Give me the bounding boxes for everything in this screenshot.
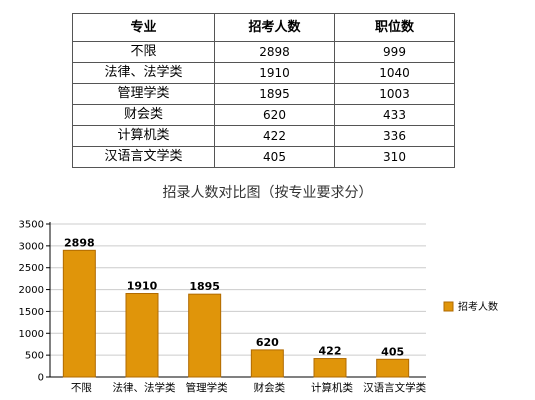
bar (188, 293, 222, 378)
y-tick-label: 3000 (19, 241, 44, 252)
table-row: 不限 2898 999 (72, 41, 455, 63)
y-tick-label: 500 (25, 351, 44, 362)
cell-applicants: 2898 (214, 41, 335, 63)
bar (125, 293, 159, 378)
cell-major: 汉语言文学类 (72, 146, 215, 168)
bar (376, 358, 410, 378)
header-major: 专业 (72, 13, 215, 42)
y-tick-label: 1000 (19, 329, 44, 340)
stats-table: 专业 招考人数 职位数 不限 2898 999 法律、法学类 1910 1040… (72, 13, 455, 168)
bar (62, 249, 96, 378)
x-tick-label: 不限 (71, 382, 92, 394)
legend-label: 招考人数 (458, 300, 498, 313)
chart-title: 招录人数对比图（按专业要求分） (162, 185, 373, 201)
cell-major: 财会类 (72, 104, 215, 126)
y-tick-label: 2000 (19, 285, 44, 296)
x-tick-label: 法律、法学类 (113, 381, 176, 394)
table-header-row: 专业 招考人数 职位数 (72, 13, 455, 42)
legend-swatch (443, 301, 454, 312)
data-label: 1895 (189, 280, 220, 293)
cell-major: 不限 (72, 41, 215, 63)
data-label: 1910 (127, 280, 158, 293)
y-tick-label: 1500 (19, 307, 44, 318)
data-label: 620 (256, 336, 279, 349)
data-label: 422 (319, 345, 342, 358)
cell-positions: 310 (334, 146, 455, 168)
x-tick-label: 计算机类 (311, 381, 353, 394)
y-tick-label: 3500 (19, 220, 44, 231)
x-tick-label: 管理学类 (186, 381, 228, 394)
bar (313, 358, 347, 378)
y-tick-label: 0 (38, 373, 44, 384)
table-row: 汉语言文学类 405 310 (72, 146, 455, 168)
x-tick-label: 汉语言文学类 (363, 381, 426, 394)
data-label: 405 (381, 345, 404, 358)
header-applicants: 招考人数 (214, 13, 335, 42)
x-tick-label: 财会类 (254, 381, 286, 394)
cell-applicants: 422 (214, 125, 335, 147)
table-row: 法律、法学类 1910 1040 (72, 62, 455, 84)
bar (250, 349, 284, 378)
cell-applicants: 405 (214, 146, 335, 168)
data-label: 2898 (64, 236, 95, 249)
y-tick-label: 2500 (19, 263, 44, 274)
